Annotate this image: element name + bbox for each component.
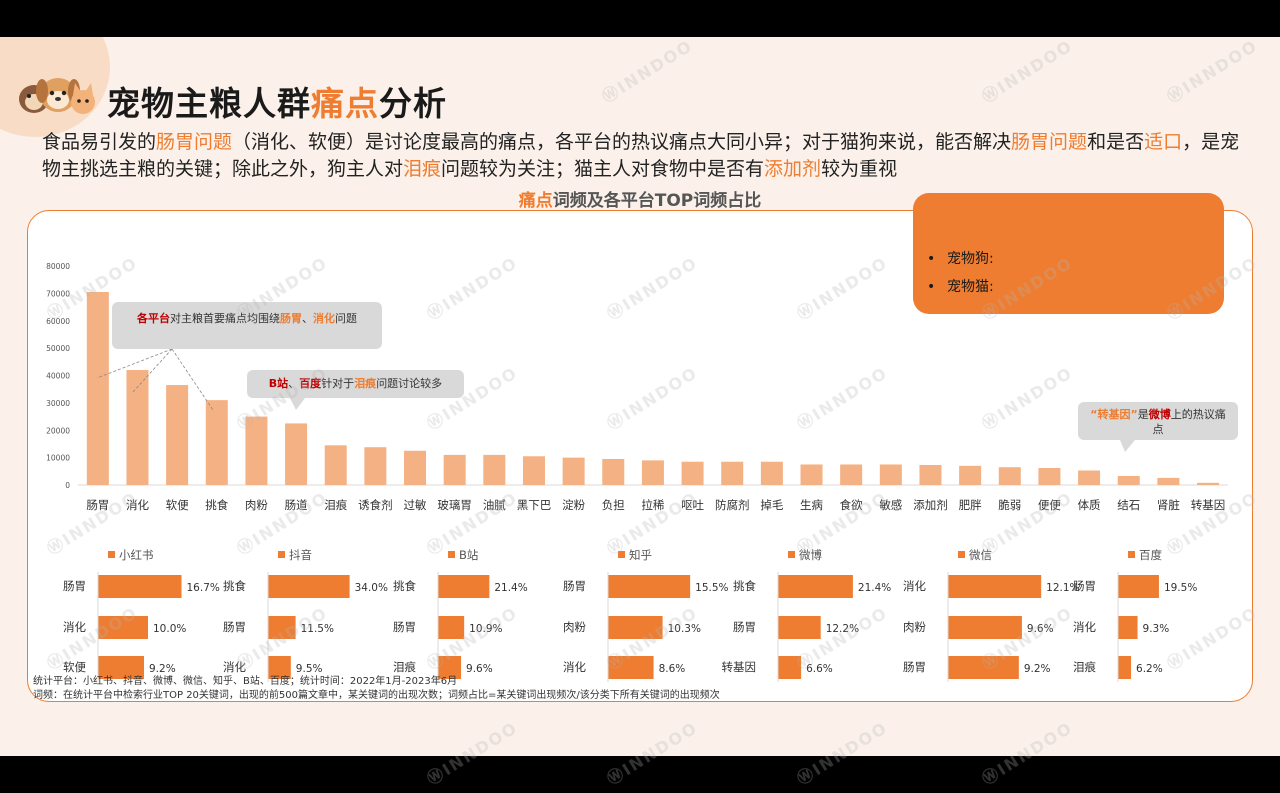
callout-segment: 对主粮首要痛点均围绕 (170, 312, 280, 325)
footnote-definition: 词频：在统计平台中检索行业TOP 20关键词，出现的前500篇文章中，某关键词的… (33, 690, 720, 701)
callout-segment: 针对于 (321, 377, 355, 390)
callout-segment: 肠胃 (280, 312, 302, 325)
note-box: 宠物狗: 宠物猫: (913, 193, 1224, 314)
footnote-platforms: 统计平台：小红书、抖音、微博、微信、知乎、B站、百度；统计时间：2022年1月-… (33, 676, 458, 687)
note-item-dog: 宠物狗: (927, 245, 994, 273)
callout-gut: 各平台对主粮首要痛点均围绕肠胃、消化问题 (112, 302, 382, 349)
callout-segment: 上的热议痛点 (1152, 408, 1226, 436)
summary-segment: 较为重视 (821, 158, 898, 180)
summary-segment: ，是宠物主挑选主粮的关键；除此之外，狗主人对 (42, 131, 1240, 180)
summary-segment: 问题较为关注；猫主人对食物中是否有 (441, 158, 765, 180)
callout-segment: 、 (302, 312, 313, 325)
callout-segment: 问题 (335, 312, 357, 325)
summary-segment: （消化、软便）是讨论度最高的痛点，各平台的热议痛点大同小异；对于猫狗来说，能否解… (232, 131, 1012, 153)
callout-segment: B站 (268, 377, 289, 390)
pets-logo-icon (19, 78, 95, 114)
callout-segment: 消化 (313, 312, 335, 325)
summary-segment: 食品易引发的 (42, 131, 157, 153)
callout-tear-stain: B站、百度针对于泪痕问题讨论较多 (247, 370, 464, 398)
callout-segment: 是 (1137, 408, 1149, 421)
callout-segment: 微博 (1148, 408, 1171, 421)
summary-segment: 添加剂 (764, 158, 822, 180)
chart-title: 痛点词频及各平台TOP词频占比 (518, 191, 762, 211)
note-item-cat: 宠物猫: (927, 273, 994, 301)
summary-segment: 肠胃问题 (156, 131, 233, 153)
summary-segment: 适口 (1144, 131, 1183, 153)
callout-segment: “转基因” (1090, 408, 1138, 421)
page-title: 宠物主粮人群痛点分析 (107, 84, 447, 123)
callout-segment: 百度 (299, 377, 322, 390)
callout-segment: 、 (288, 377, 300, 390)
callout-gmo: “转基因”是微博上的热议痛点 (1078, 402, 1238, 440)
callout-segment: 问题讨论较多 (376, 377, 443, 390)
summary-segment: 和是否 (1087, 131, 1145, 153)
summary-segment: 泪痕 (403, 158, 442, 180)
summary-text: 食品易引发的肠胃问题（消化、软便）是讨论度最高的痛点，各平台的热议痛点大同小异；… (42, 129, 1242, 183)
callout-segment: 泪痕 (354, 377, 377, 390)
footnote: 统计平台：小红书、抖音、微博、微信、知乎、B站、百度；统计时间：2022年1月-… (33, 675, 720, 703)
callout-segment: 各平台 (137, 312, 170, 325)
summary-segment: 肠胃问题 (1011, 131, 1088, 153)
